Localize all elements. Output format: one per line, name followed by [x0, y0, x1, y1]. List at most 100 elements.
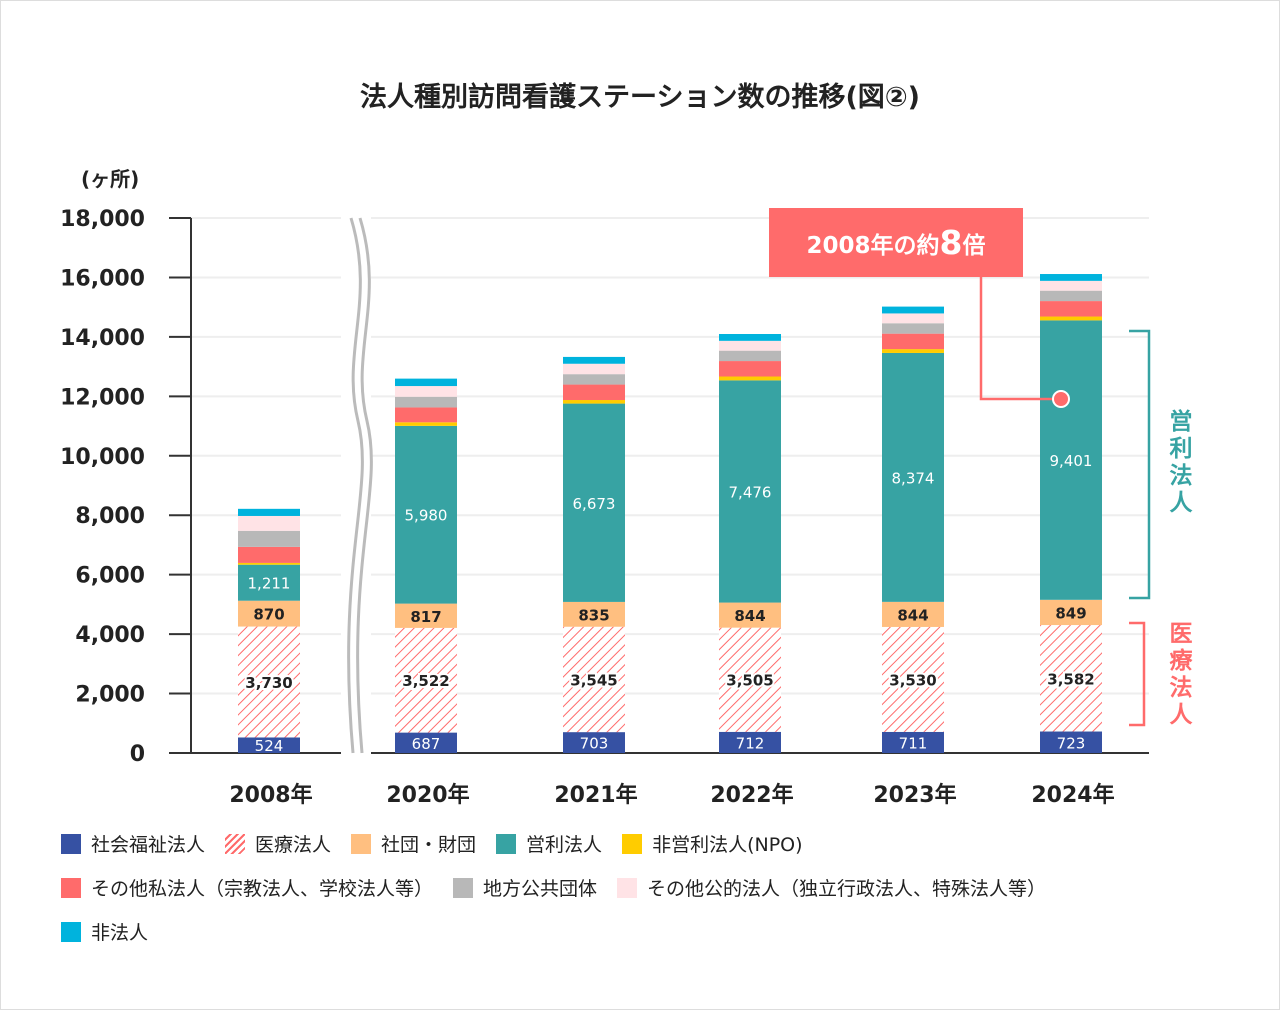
bar-segment [719, 380, 781, 603]
annotation-text: 2008年の約 [806, 232, 940, 259]
data-label: 849 [1055, 604, 1086, 622]
legend-label: 地方公共団体 [483, 878, 598, 900]
legend-item: 社団・財団 [351, 830, 476, 857]
bar-segment [563, 363, 625, 375]
legend-label: 非営利法人(NPO) [652, 834, 803, 856]
x-tick-label: 2022年 [710, 782, 793, 808]
bar-segment [1040, 599, 1102, 626]
bar-segment [395, 732, 457, 753]
bar-segment [395, 627, 457, 733]
data-label: 8,374 [892, 469, 935, 487]
bar-segment [719, 334, 781, 341]
bar-segment [563, 626, 625, 733]
bar-segment [395, 396, 457, 408]
annotation-dot [1052, 390, 1070, 408]
bar-segment [563, 732, 625, 753]
y-tick-label: 18,000 [60, 207, 145, 232]
bar-segment [238, 546, 300, 563]
bar-segment [395, 386, 457, 397]
legend-item: 営利法人 [496, 830, 602, 857]
data-label: 844 [734, 607, 765, 625]
data-label: 817 [410, 608, 441, 626]
axis-break-bg [341, 213, 371, 758]
bar-segment [563, 601, 625, 627]
bar-segment [1040, 274, 1102, 281]
bracket-label-for-profit: 営利法人 [1165, 409, 1191, 517]
bar-segment [395, 378, 457, 387]
data-label: 3,545 [570, 671, 617, 689]
annotation-number: 8 [939, 223, 963, 262]
legend-label: その他公的法人（独立行政法人、特殊法人等） [647, 878, 1047, 900]
legend-row: その他私法人（宗教法人、学校法人等） 地方公共団体 その他公的法人（独立行政法人、特… [61, 874, 1046, 901]
data-label: 3,505 [726, 672, 773, 690]
legend-item: 医療法人 [225, 830, 331, 857]
legend-swatch [61, 833, 81, 854]
bar-segment [238, 562, 300, 565]
bar-segment [719, 376, 781, 381]
data-label: 9,401 [1050, 452, 1093, 470]
x-tick-label: 2021年 [554, 782, 637, 808]
annotation-callout: 2008年の約 8 倍 [769, 208, 1023, 277]
legend-item: 非法人 [61, 918, 148, 945]
data-label: 711 [899, 734, 928, 752]
data-label: 687 [412, 735, 441, 753]
data-label: 5,980 [405, 507, 448, 525]
bar-segment [395, 422, 457, 426]
data-label: 3,530 [889, 671, 936, 689]
bar-segment [882, 626, 944, 732]
bar-segment [1040, 301, 1102, 317]
data-label: 7,476 [729, 483, 772, 501]
chart-title: 法人種別訪問看護ステーション数の推移(図②) [360, 82, 920, 113]
legend-swatch [225, 833, 246, 854]
annotation-suffix: 倍 [962, 232, 986, 259]
legend-label: 社会福祉法人 [91, 834, 206, 856]
x-tick-label: 2020年 [386, 782, 469, 808]
bar-segment [719, 350, 781, 362]
bar-segment [563, 384, 625, 401]
bar-segment [882, 731, 944, 753]
bar-segment [238, 530, 300, 547]
data-label: 844 [897, 606, 928, 624]
data-label: 712 [736, 734, 765, 752]
bar-segment [395, 603, 457, 628]
bar-segment [238, 508, 300, 516]
bar-segment [1040, 320, 1102, 600]
bar-segment [238, 626, 300, 738]
bar-segment [882, 306, 944, 314]
data-label: 3,730 [245, 674, 292, 692]
data-label: 870 [253, 606, 284, 624]
legend-swatch [351, 833, 372, 854]
bar-segment [1040, 280, 1102, 291]
y-tick-label: 16,000 [60, 266, 145, 291]
y-tick-label: 2,000 [75, 683, 145, 708]
bar-segment [563, 374, 625, 385]
data-label: 835 [578, 606, 609, 624]
legend-swatch [61, 877, 81, 898]
bar-segment [719, 731, 781, 753]
bar-segment [1040, 316, 1102, 321]
legend-swatch [61, 921, 81, 942]
y-axis-unit: (ヶ所) [81, 167, 140, 191]
legend-label: その他私法人（宗教法人、学校法人等） [91, 878, 434, 900]
legend-swatch [496, 833, 517, 854]
bar-segment [882, 352, 944, 602]
bracket-medical [1129, 621, 1146, 727]
bar-segment [882, 601, 944, 627]
legend-swatch [617, 877, 638, 898]
bar-segment [882, 323, 944, 334]
data-label: 3,522 [402, 672, 449, 690]
data-label: 723 [1057, 734, 1086, 752]
legend-item: その他公的法人（独立行政法人、特殊法人等） [617, 874, 1046, 901]
data-label: 524 [255, 737, 284, 755]
bar-segment [395, 425, 457, 604]
legend-item: 非営利法人(NPO) [622, 830, 803, 857]
bar-segment [563, 403, 625, 602]
legend-label: 医療法人 [255, 834, 332, 856]
bar-segment [1040, 625, 1102, 732]
x-tick-label: 2023年 [873, 782, 956, 808]
bar-segment [563, 356, 625, 364]
legend-label: 営利法人 [526, 834, 603, 856]
bracket-for-profit [1129, 329, 1151, 600]
bar-segment [719, 361, 781, 377]
